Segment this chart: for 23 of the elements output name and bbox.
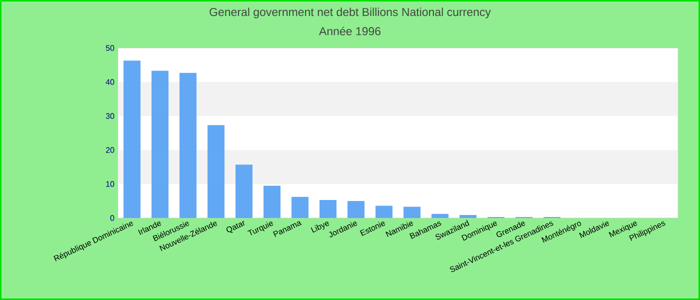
bar [432, 214, 449, 218]
x-tick-label: Qatar [226, 220, 245, 233]
bar [236, 164, 253, 218]
bar [180, 72, 197, 218]
bar [264, 186, 281, 218]
x-tick-label: Libye [310, 222, 330, 233]
y-tick-label: 30 [106, 113, 114, 119]
y-tick-label: 40 [106, 79, 114, 85]
bar [460, 214, 477, 218]
y-tick-label: 10 [106, 181, 114, 187]
bar [320, 200, 337, 218]
y-tick-label: 50 [106, 45, 114, 51]
bar [152, 70, 169, 218]
y-tick-label: 20 [106, 147, 114, 153]
bar [376, 206, 393, 218]
bar [124, 60, 141, 218]
bar [404, 206, 421, 218]
y-tick-label: 0 [110, 215, 114, 221]
chart-title: General government net debt Billions National currency [210, 8, 491, 18]
bar [208, 125, 225, 218]
bar [292, 196, 309, 218]
bar [348, 201, 365, 218]
chart-subtitle: Année 1996 [319, 26, 380, 36]
